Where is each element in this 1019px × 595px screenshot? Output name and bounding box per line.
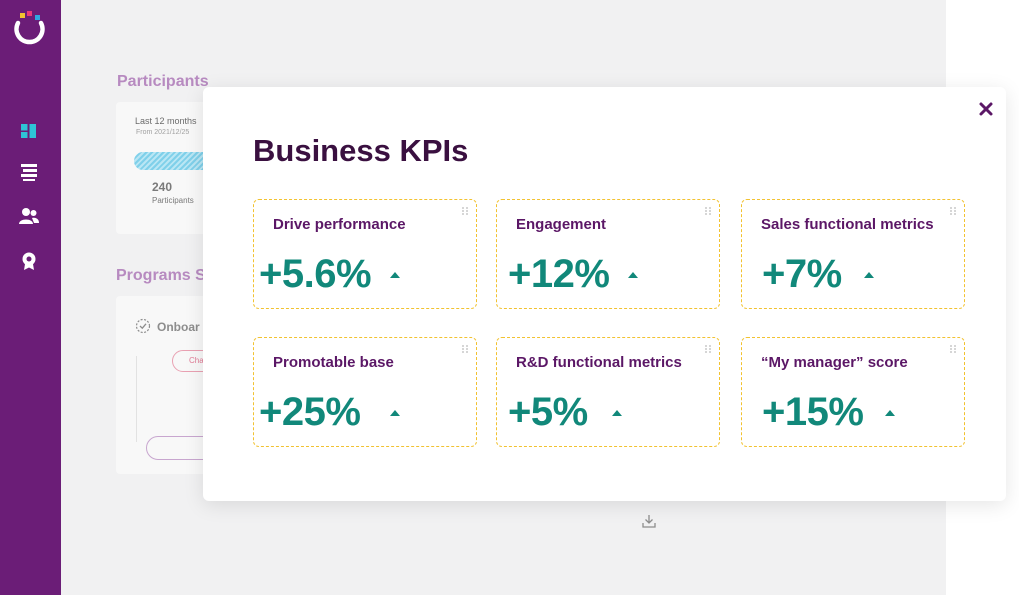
kpi-value: +25%	[259, 390, 361, 434]
sidebar	[0, 0, 61, 595]
arrow-up-icon	[628, 272, 638, 278]
kpi-label: Drive performance	[273, 216, 406, 233]
arrow-up-icon	[612, 410, 622, 416]
kpi-value: +5%	[508, 390, 588, 434]
kpi-card-rd-functional-metrics[interactable]: R&D functional metrics +5%	[496, 337, 720, 447]
kpi-value: +7%	[762, 252, 842, 296]
period-range: From 2021/12/25	[136, 129, 190, 136]
arrow-up-icon	[390, 410, 400, 416]
arrow-up-icon	[864, 272, 874, 278]
dashboard-icon[interactable]	[18, 120, 40, 142]
kpi-label: “My manager” score	[761, 354, 908, 371]
program-chip-label: Cha	[189, 356, 204, 365]
drag-handle-icon[interactable]	[704, 344, 712, 354]
check-circle-icon	[135, 318, 151, 334]
business-kpis-modal: Business KPIs Drive performance +5.6% En…	[203, 87, 1006, 501]
drag-handle-icon[interactable]	[949, 344, 957, 354]
period-label: Last 12 months	[135, 116, 197, 126]
kpi-card-drive-performance[interactable]: Drive performance +5.6%	[253, 199, 477, 309]
kpi-card-engagement[interactable]: Engagement +12%	[496, 199, 720, 309]
kpi-label: Promotable base	[273, 354, 394, 371]
kpi-label: Engagement	[516, 216, 607, 233]
drag-handle-icon[interactable]	[949, 206, 957, 216]
kpi-label: R&D functional metrics	[516, 354, 682, 371]
participants-progress-bar	[134, 152, 224, 170]
kpi-value: +5.6%	[259, 252, 372, 296]
modal-title: Business KPIs	[253, 133, 469, 168]
participants-count-label: Participants	[152, 196, 194, 205]
kpi-value: +12%	[508, 252, 610, 296]
divider	[136, 356, 137, 442]
arrow-up-icon	[390, 272, 400, 278]
participants-count: 240	[152, 180, 173, 194]
close-icon[interactable]	[978, 101, 994, 117]
kpi-value: +15%	[762, 390, 864, 434]
kpi-card-sales-functional-metrics[interactable]: Sales functional metrics +7%	[741, 199, 965, 309]
program-name: Onboar	[157, 320, 200, 334]
drag-handle-icon[interactable]	[704, 206, 712, 216]
programs-section-title: Programs St	[116, 267, 212, 284]
download-icon[interactable]	[640, 512, 658, 530]
drag-handle-icon[interactable]	[461, 344, 469, 354]
participants-card: Last 12 months From 2021/12/25 240 Parti…	[116, 102, 224, 234]
kpi-label: Sales functional metrics	[761, 216, 934, 233]
app-logo[interactable]	[10, 11, 48, 49]
programs-card: Onboar Cha	[116, 296, 232, 474]
users-icon[interactable]	[18, 205, 40, 227]
programs-list-icon[interactable]	[18, 161, 40, 183]
kpi-card-promotable-base[interactable]: Promotable base +25%	[253, 337, 477, 447]
award-icon[interactable]	[18, 250, 40, 272]
kpi-card-my-manager-score[interactable]: “My manager” score +15%	[741, 337, 965, 447]
drag-handle-icon[interactable]	[461, 206, 469, 216]
arrow-up-icon	[885, 410, 895, 416]
participants-section-title: Participants	[117, 73, 209, 90]
